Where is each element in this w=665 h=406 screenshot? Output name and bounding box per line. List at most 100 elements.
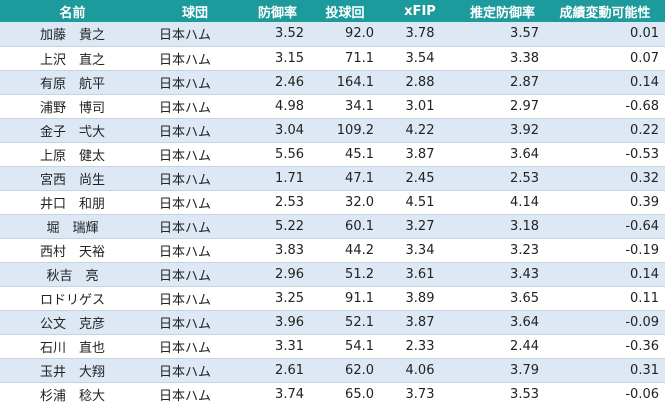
table-cell: 3.65	[460, 286, 545, 311]
table-cell: 4.98	[245, 94, 310, 119]
table-cell: 加藤 貴之	[0, 22, 145, 47]
table-cell: -0.53	[545, 142, 665, 167]
table-cell: 164.1	[310, 70, 380, 95]
table-cell: 秋吉 亮	[0, 262, 145, 287]
table-cell: 2.44	[460, 334, 545, 359]
table-cell: 日本ハム	[145, 46, 245, 71]
table-cell: 4.14	[460, 190, 545, 215]
table-row: 杉浦 稔大 日本ハム 3.74 65.0 3.73 3.53 -0.06	[0, 382, 665, 406]
column-header: xFIP	[380, 0, 460, 22]
table-cell: 日本ハム	[145, 22, 245, 47]
table-cell: 2.96	[245, 262, 310, 287]
table-cell: 3.27	[380, 214, 460, 239]
table-cell: 3.96	[245, 310, 310, 335]
table-cell: 2.87	[460, 70, 545, 95]
table-cell: 上沢 直之	[0, 46, 145, 71]
table-cell: 5.22	[245, 214, 310, 239]
table-cell: 2.88	[380, 70, 460, 95]
table-cell: 2.97	[460, 94, 545, 119]
table-row: 秋吉 亮日本ハム 2.96 51.2 3.61 3.43 0.14	[0, 262, 665, 287]
table-cell: 60.1	[310, 214, 380, 239]
table-cell: 71.1	[310, 46, 380, 71]
table-cell: 3.83	[245, 238, 310, 263]
table-cell: 0.14	[545, 70, 665, 95]
table-cell: 51.2	[310, 262, 380, 287]
table-cell: 日本ハム	[145, 310, 245, 335]
table-cell: 2.61	[245, 358, 310, 383]
table-cell: 石川 直也	[0, 334, 145, 359]
table-cell: 公文 克彦	[0, 310, 145, 335]
table-cell: 3.79	[460, 358, 545, 383]
table-row: 井口 和朋 日本ハム 2.53 32.0 4.51 4.14 0.39	[0, 190, 665, 215]
table-cell: 日本ハム	[145, 382, 245, 406]
table-cell: 0.31	[545, 358, 665, 383]
table-cell: 有原 航平	[0, 70, 145, 95]
table-cell: 109.2	[310, 118, 380, 143]
table-cell: 日本ハム	[145, 286, 245, 311]
table-cell: 0.14	[545, 262, 665, 287]
table-cell: 4.51	[380, 190, 460, 215]
table-cell: -0.64	[545, 214, 665, 239]
table-body: 加藤 貴之 日本ハム 3.52 92.0 3.78 3.57 0.01 上沢 直之 日本ハム 3.…	[0, 22, 665, 406]
table-row: 有原 航平 日本ハム 2.46 164.1 2.88 2.87 0.14	[0, 70, 665, 95]
table-row: 玉井 大翔 日本ハム 2.61 62.0 4.06 3.79 0.31	[0, 358, 665, 383]
table-cell: 日本ハム	[145, 190, 245, 215]
table-cell: 浦野 博司	[0, 94, 145, 119]
table-cell: 52.1	[310, 310, 380, 335]
column-header: 成績変動可能性	[545, 0, 665, 22]
column-header: 名前	[0, 0, 145, 22]
table-cell: 4.06	[380, 358, 460, 383]
table-cell: 3.15	[245, 46, 310, 71]
table-cell: 3.34	[380, 238, 460, 263]
table-cell: 3.57	[460, 22, 545, 47]
table-cell: -0.68	[545, 94, 665, 119]
table-row: 堀 瑞輝 日本ハム 5.22 60.1 3.27 3.18 -0.64	[0, 214, 665, 239]
table-cell: 3.52	[245, 22, 310, 47]
table-cell: 2.53	[460, 166, 545, 191]
table-cell: 日本ハム	[145, 70, 245, 95]
table-cell: 堀 瑞輝	[0, 214, 145, 239]
table-cell: 日本ハム	[145, 166, 245, 191]
table-cell: 3.04	[245, 118, 310, 143]
table-cell: 日本ハム	[145, 94, 245, 119]
table-row: 浦野 博司 日本ハム 4.98 34.1 3.01 2.97 -0.68	[0, 94, 665, 119]
table-cell: 0.11	[545, 286, 665, 311]
table-row: 上沢 直之 日本ハム 3.15 71.1 3.54 3.38 0.07	[0, 46, 665, 71]
table-cell: 日本ハム	[145, 118, 245, 143]
table-cell: 4.22	[380, 118, 460, 143]
table-row: 石川 直也 日本ハム 3.31 54.1 2.33 2.44 -0.36	[0, 334, 665, 359]
table-cell: ロドリゲス	[0, 286, 145, 311]
table-cell: 54.1	[310, 334, 380, 359]
table-cell: 2.33	[380, 334, 460, 359]
table-cell: 3.31	[245, 334, 310, 359]
table-cell: 0.01	[545, 22, 665, 47]
table-cell: 日本ハム	[145, 262, 245, 287]
column-header: 推定防御率	[460, 0, 545, 22]
table-cell: 3.54	[380, 46, 460, 71]
table-cell: 3.64	[460, 310, 545, 335]
table-cell: 3.61	[380, 262, 460, 287]
table-row: 公文 克彦 日本ハム 3.96 52.1 3.87 3.64 -0.09	[0, 310, 665, 335]
table-cell: 金子 弌大	[0, 118, 145, 143]
table-cell: 3.43	[460, 262, 545, 287]
table-cell: 3.87	[380, 310, 460, 335]
table-cell: -0.19	[545, 238, 665, 263]
table-row: ロドリゲス 日本ハム 3.25 91.1 3.89 3.65 0.11	[0, 286, 665, 311]
table-cell: -0.06	[545, 382, 665, 406]
table-cell: 92.0	[310, 22, 380, 47]
table-cell: 91.1	[310, 286, 380, 311]
column-header: 球団	[145, 0, 245, 22]
table-cell: 3.01	[380, 94, 460, 119]
table-cell: 65.0	[310, 382, 380, 406]
table-cell: 44.2	[310, 238, 380, 263]
table-cell: 32.0	[310, 190, 380, 215]
table-cell: 杉浦 稔大	[0, 382, 145, 406]
table-cell: 2.53	[245, 190, 310, 215]
table-row: 上原 健太 日本ハム 5.56 45.1 3.87 3.64 -0.53	[0, 142, 665, 167]
table-cell: 3.23	[460, 238, 545, 263]
table-cell: 日本ハム	[145, 214, 245, 239]
table-cell: -0.36	[545, 334, 665, 359]
table-cell: 日本ハム	[145, 358, 245, 383]
